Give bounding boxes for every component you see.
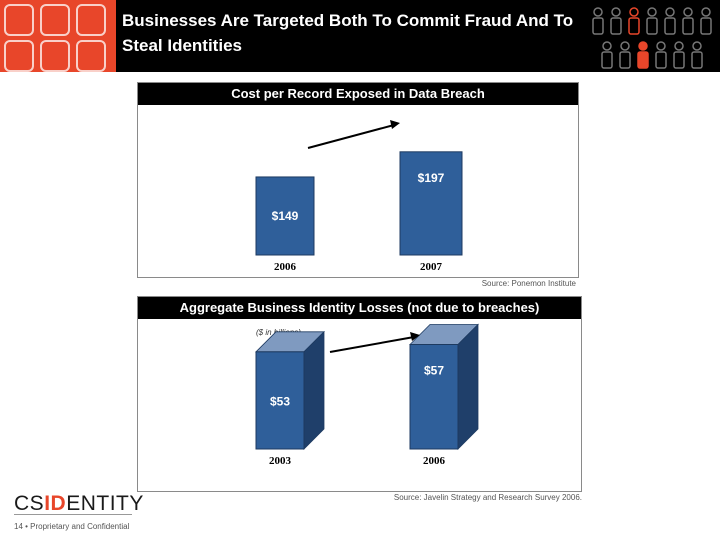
chart-plot: $149 2006 $197 2007 (255, 120, 463, 273)
category-tick-label: 2006 (274, 261, 297, 273)
bar (255, 351, 305, 450)
trend-arrow (329, 336, 415, 353)
people-pattern-icon (592, 7, 712, 69)
logo-text: CS (14, 492, 45, 515)
slide-header: Businesses Are Targeted Both To Commit F… (0, 0, 720, 72)
person-icon (592, 7, 604, 35)
footer-text: Proprietary and Confidential (30, 522, 130, 531)
company-logo: CSIDENTITY (14, 492, 144, 516)
slide-footer: 14 • Proprietary and Confidential (14, 522, 130, 531)
chart-source: Source: Ponemon Institute (481, 279, 576, 288)
business-losses-chart: Aggregate Business Identity Losses (not … (137, 296, 582, 492)
bar (409, 344, 459, 450)
bar-value-label: $57 (424, 364, 444, 378)
category-tick-label: 2007 (420, 261, 443, 273)
decorative-tile (4, 40, 34, 72)
bar (255, 176, 315, 256)
category-tick-label: 2006 (423, 455, 446, 467)
logo-text-accent: ID (44, 492, 67, 515)
header-accent-block (0, 0, 116, 72)
decorative-tile (76, 40, 106, 72)
logo-text: ENTITY (66, 492, 144, 515)
category-tick-label: 2003 (269, 455, 292, 467)
decorative-tile (4, 4, 34, 36)
footer-divider (14, 514, 132, 515)
decorative-tile (76, 4, 106, 36)
bar-value-label: $149 (272, 209, 299, 223)
cost-per-record-chart: Cost per Record Exposed in Data Breach $… (137, 82, 579, 278)
bar-side (457, 323, 479, 450)
page-number: 14 (14, 522, 23, 531)
trend-arrow (307, 124, 395, 149)
slide-title: Businesses Are Targeted Both To Commit F… (122, 11, 574, 55)
chart-title: Cost per Record Exposed in Data Breach (138, 83, 578, 105)
trend-arrow-head (390, 120, 400, 129)
chart-title: Aggregate Business Identity Losses (not … (138, 297, 581, 319)
decorative-tile (40, 40, 70, 72)
bar (399, 151, 463, 256)
chart-source: Source: Javelin Strategy and Research Su… (393, 493, 582, 502)
bar-side (303, 330, 325, 450)
bar-value-label: $53 (270, 394, 290, 408)
bar-value-label: $197 (418, 171, 445, 185)
trend-arrow-head (410, 332, 420, 341)
decorative-tile (40, 4, 70, 36)
